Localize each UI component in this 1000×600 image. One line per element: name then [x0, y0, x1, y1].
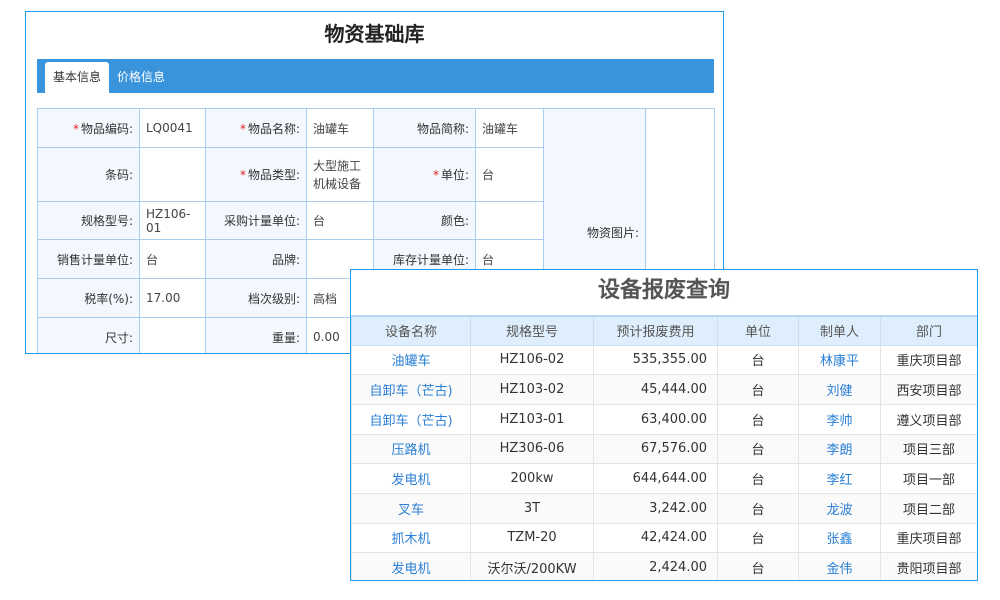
cell-creator[interactable]: 金伟 — [798, 552, 881, 580]
cell-department: 遵义项目部 — [880, 403, 977, 435]
column-header-unit[interactable]: 单位 — [717, 315, 799, 346]
cell-creator[interactable]: 刘健 — [798, 374, 881, 405]
cell-estimated-cost: 3,242.00 — [593, 492, 718, 524]
unit-label: * 单位: — [373, 147, 476, 202]
grade-label: 档次级别: — [205, 278, 307, 318]
cell-equipment-name[interactable]: 叉车 — [351, 492, 471, 524]
scrap-query-title: 设备报废查询 — [597, 278, 730, 303]
table-row[interactable]: 叉车 3T 3,242.00 台龙波 项目二部 — [351, 492, 977, 524]
short-name-field[interactable]: 油罐车 — [475, 108, 544, 148]
cell-spec: HZ306-06 — [470, 433, 594, 465]
cell-estimated-cost: 45,444.00 — [593, 374, 718, 405]
cell-spec: 沃尔沃/200KW — [470, 552, 594, 580]
purchase-unit-label: 采购计量单位: — [205, 201, 307, 240]
cell-department: 项目三部 — [880, 433, 977, 465]
sales-unit-label: 销售计量单位: — [37, 239, 140, 279]
table-row[interactable]: 自卸车（芒古) HZ103-02 45,444.00 台刘健 西安项目部 — [351, 374, 977, 405]
cell-estimated-cost: 535,355.00 — [593, 344, 718, 376]
cell-estimated-cost: 63,400.00 — [593, 403, 718, 435]
cell-spec: HZ103-01 — [470, 403, 594, 435]
material-form: * 物品编码: LQ0041 * 物品名称: 油罐车 物品简称: 油罐车 物资图片:… — [37, 108, 715, 353]
page-title: 物资基础库 — [324, 22, 425, 46]
spec-field[interactable]: HZ106-01 — [139, 201, 206, 240]
barcode-field[interactable] — [139, 147, 206, 202]
cell-unit: 台 — [717, 492, 799, 524]
unit-field[interactable]: 台 — [475, 147, 544, 202]
column-header-creator[interactable]: 制单人 — [798, 315, 881, 346]
cell-estimated-cost: 67,576.00 — [593, 433, 718, 465]
cell-department: 西安项目部 — [880, 374, 977, 405]
scrap-table: 设备名称 规格型号 预计报废费用 单位 制单人 部门 油罐车 HZ106-02 535,355… — [351, 315, 977, 580]
tab-bar: 基本信息 价格信息 — [37, 59, 714, 93]
table-row[interactable]: 发电机 200kw 644,644.00 台李红 项目一部 — [351, 463, 977, 494]
cell-spec: TZM-20 — [470, 522, 594, 554]
tab-price-info[interactable]: 价格信息 — [117, 70, 166, 84]
column-header-estimated-cost[interactable]: 预计报废费用 — [593, 315, 718, 346]
cell-department: 重庆项目部 — [880, 344, 977, 376]
color-field[interactable] — [475, 201, 544, 240]
spec-label: 规格型号: — [37, 201, 140, 240]
cell-spec: 3T — [470, 492, 594, 524]
cell-unit: 台 — [717, 374, 799, 405]
cell-estimated-cost: 2,424.00 — [593, 552, 718, 580]
cell-creator[interactable]: 林康平 — [798, 344, 881, 376]
cell-equipment-name[interactable]: 压路机 — [351, 433, 471, 465]
cell-creator[interactable]: 龙波 — [798, 492, 881, 524]
table-row[interactable]: 油罐车 HZ106-02 535,355.00 台林康平 重庆项目部 — [351, 344, 977, 376]
size-field[interactable] — [139, 317, 206, 353]
cell-spec: 200kw — [470, 463, 594, 494]
code-label: * 物品编码: — [37, 108, 140, 148]
cell-unit: 台 — [717, 463, 799, 494]
color-label: 颜色: — [373, 201, 476, 240]
cell-equipment-name[interactable]: 发电机 — [351, 552, 471, 580]
cell-department: 项目一部 — [880, 463, 977, 494]
cell-estimated-cost: 644,644.00 — [593, 463, 718, 494]
purchase-unit-field[interactable]: 台 — [306, 201, 374, 240]
code-field[interactable]: LQ0041 — [139, 108, 206, 148]
cell-equipment-name[interactable]: 自卸车（芒古) — [351, 374, 471, 405]
sales-unit-field[interactable]: 台 — [139, 239, 206, 279]
cell-department: 项目二部 — [880, 492, 977, 524]
tab-basic-info[interactable]: 基本信息 — [45, 62, 110, 93]
weight-label: 重量: — [205, 317, 307, 353]
cell-spec: HZ106-02 — [470, 344, 594, 376]
cell-unit: 台 — [717, 552, 799, 580]
column-header-equipment-name[interactable]: 设备名称 — [351, 315, 471, 346]
name-label: * 物品名称: — [205, 108, 307, 148]
cell-unit: 台 — [717, 522, 799, 554]
brand-field[interactable] — [306, 239, 374, 279]
size-label: 尺寸: — [37, 317, 140, 353]
barcode-label: 条码: — [37, 147, 140, 202]
cell-department: 重庆项目部 — [880, 522, 977, 554]
short-name-label: 物品简称: — [373, 108, 476, 148]
material-library-window: 物资基础库 基本信息 价格信息 * 物品编码: LQ0041 * 物品名称: 油罐车… — [25, 11, 724, 354]
table-row[interactable]: 抓木机 TZM-20 42,424.00 台张鑫 重庆项目部 — [351, 522, 977, 554]
tax-rate-label: 税率(%): — [37, 278, 140, 318]
cell-creator[interactable]: 李朗 — [798, 433, 881, 465]
cell-unit: 台 — [717, 403, 799, 435]
scrap-query-window: 设备报废查询 设备名称 规格型号 预计报废费用 单位 制单人 部门 油罐车 HZ106-02… — [350, 269, 978, 581]
table-row[interactable]: 自卸车（芒古) HZ103-01 63,400.00 台李帅 遵义项目部 — [351, 403, 977, 435]
table-row[interactable]: 发电机 沃尔沃/200KW 2,424.00 台金伟 贵阳项目部 — [351, 552, 977, 580]
cell-equipment-name[interactable]: 自卸车（芒古) — [351, 403, 471, 435]
cell-spec: HZ103-02 — [470, 374, 594, 405]
column-header-department[interactable]: 部门 — [880, 315, 977, 346]
name-field[interactable]: 油罐车 — [306, 108, 374, 148]
cell-unit: 台 — [717, 433, 799, 465]
cell-creator[interactable]: 李帅 — [798, 403, 881, 435]
cell-creator[interactable]: 张鑫 — [798, 522, 881, 554]
table-row[interactable]: 压路机 HZ306-06 67,576.00 台李朗 项目三部 — [351, 433, 977, 465]
cell-unit: 台 — [717, 344, 799, 376]
cell-estimated-cost: 42,424.00 — [593, 522, 718, 554]
column-header-spec[interactable]: 规格型号 — [470, 315, 594, 346]
cell-equipment-name[interactable]: 油罐车 — [351, 344, 471, 376]
type-label: * 物品类型: — [205, 147, 307, 202]
cell-equipment-name[interactable]: 抓木机 — [351, 522, 471, 554]
cell-creator[interactable]: 李红 — [798, 463, 881, 494]
type-field[interactable]: 大型施工机械设备 — [306, 147, 374, 202]
cell-equipment-name[interactable]: 发电机 — [351, 463, 471, 494]
cell-department: 贵阳项目部 — [880, 552, 977, 580]
tax-rate-field[interactable]: 17.00 — [139, 278, 206, 318]
brand-label: 品牌: — [205, 239, 307, 279]
